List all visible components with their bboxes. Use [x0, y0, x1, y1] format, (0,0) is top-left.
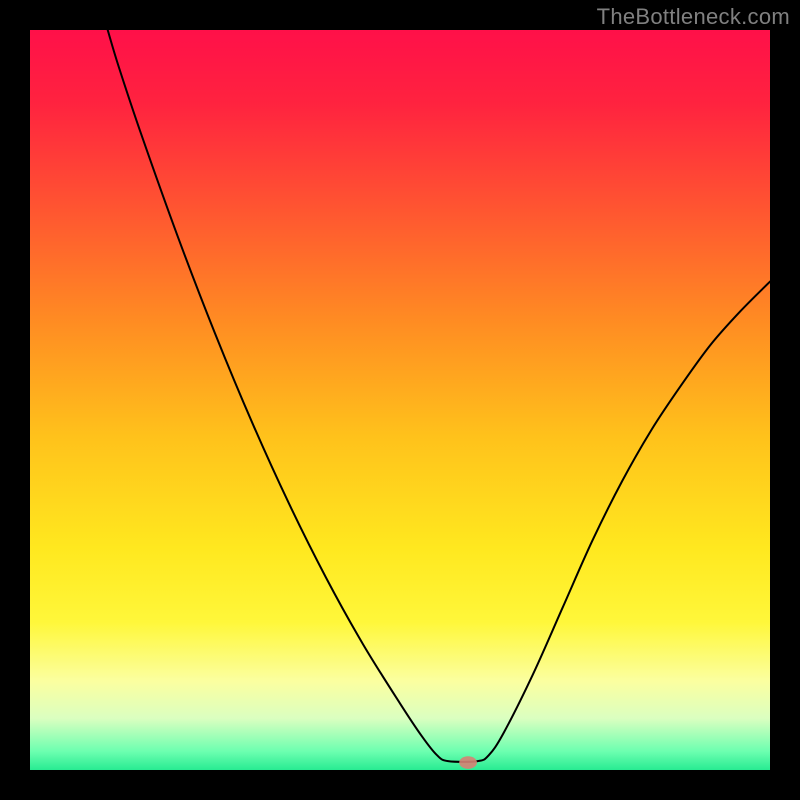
chart-frame: TheBottleneck.com: [0, 0, 800, 800]
bottleneck-chart: [30, 30, 770, 770]
chart-background: [30, 30, 770, 770]
watermark-label: TheBottleneck.com: [597, 4, 790, 30]
optimal-marker: [459, 756, 477, 769]
